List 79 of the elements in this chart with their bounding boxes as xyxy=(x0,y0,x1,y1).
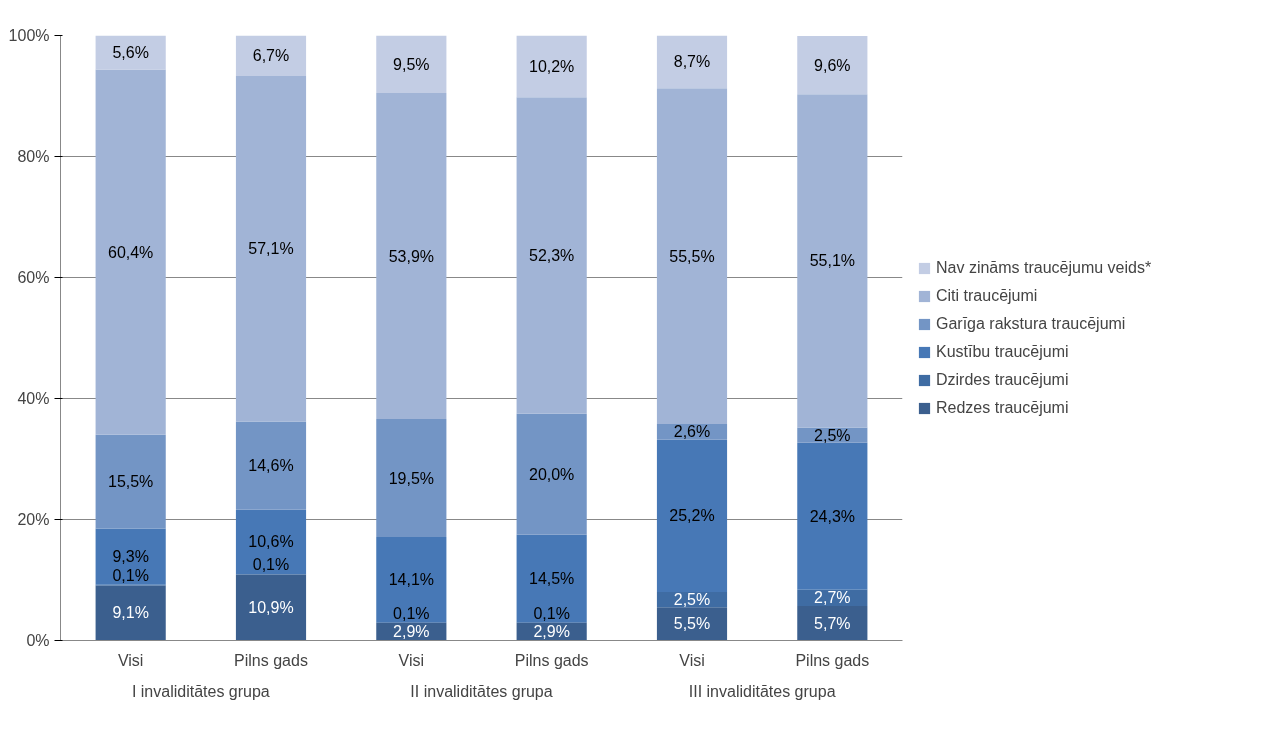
bar xyxy=(95,585,166,641)
y-tick-label: 60% xyxy=(17,269,50,286)
data-label: 10,9% xyxy=(248,599,294,617)
data-label: 52,3% xyxy=(528,246,575,264)
bar xyxy=(516,35,587,98)
text: II invaliditātes grupa xyxy=(410,682,553,700)
data-label: 2,5% xyxy=(673,591,711,609)
legend-label: Garīga rakstura traucējumi xyxy=(936,314,1126,333)
bar xyxy=(376,537,447,623)
bar xyxy=(376,35,447,93)
bar xyxy=(797,94,868,428)
bar xyxy=(235,574,307,641)
data-label: 6,7% xyxy=(252,47,290,65)
bar xyxy=(235,421,307,510)
y-tick-label: 20% xyxy=(17,511,50,528)
bar xyxy=(95,69,166,435)
data-label: 25,2% xyxy=(669,507,715,525)
bar xyxy=(235,76,307,422)
bar xyxy=(376,92,447,420)
legend-label: Citi traucējumi xyxy=(936,286,1038,305)
data-label: 55,5% xyxy=(669,247,715,265)
data-label: 5,7% xyxy=(814,614,851,632)
data-label: 5,6% xyxy=(112,43,149,61)
data-label: 19,5% xyxy=(388,469,435,487)
data-label: 57,1% xyxy=(248,240,294,258)
data-label: 9,1% xyxy=(112,604,149,622)
data-label: 20,0% xyxy=(528,465,575,483)
text: III invaliditātes grupa xyxy=(688,682,836,700)
bar xyxy=(797,36,868,95)
bar xyxy=(235,35,307,77)
y-tick-label: 40% xyxy=(17,390,50,407)
legend-label: Nav zināms traucējumu veids* xyxy=(936,258,1152,277)
data-label: 14,6% xyxy=(248,457,294,475)
data-label: 2,9% xyxy=(393,623,430,641)
bar xyxy=(656,35,728,89)
data-label: 0,1% xyxy=(252,556,290,574)
x-tick-label: Visi xyxy=(398,651,425,669)
data-label: 0,1% xyxy=(533,604,570,622)
data-label: 14,5% xyxy=(528,569,575,587)
data-label: 9,6% xyxy=(814,56,851,74)
bar xyxy=(516,413,587,535)
data-label: 0,1% xyxy=(393,604,430,622)
data-label: 0,1% xyxy=(112,567,149,585)
data-label: 9,5% xyxy=(393,55,430,73)
bar xyxy=(516,534,587,623)
legend-label: Redzes traucējumi xyxy=(936,398,1069,417)
data-label: 15,5% xyxy=(107,473,154,491)
bar xyxy=(656,88,728,424)
x-tick-label: Pilns gads xyxy=(514,651,589,669)
x-tick-label: Visi xyxy=(679,651,705,669)
y-tick-label: 0% xyxy=(26,632,50,649)
x-tick-label: Visi xyxy=(117,651,144,669)
data-label: 10,6% xyxy=(248,533,294,551)
data-label: 8,7% xyxy=(673,53,711,71)
bar xyxy=(516,97,587,414)
data-label: 60,4% xyxy=(107,243,154,261)
data-label: 2,7% xyxy=(814,589,851,607)
data-label: 2,6% xyxy=(673,423,711,441)
data-label: 53,9% xyxy=(388,247,435,265)
data-label: 55,1% xyxy=(809,252,856,270)
text: I invaliditātes grupa xyxy=(131,682,270,700)
legend-label: Kustību traucējumi xyxy=(936,342,1069,361)
bar xyxy=(656,439,728,593)
bar xyxy=(797,442,868,590)
bar xyxy=(95,434,166,529)
legend-label: Dzirdes traucējumi xyxy=(936,370,1069,389)
x-tick-label: Pilns gads xyxy=(234,651,308,669)
data-label: 5,5% xyxy=(673,615,711,633)
x-tick-label: Pilns gads xyxy=(795,651,870,669)
data-label: 24,3% xyxy=(809,507,856,525)
data-label: 10,2% xyxy=(528,57,575,75)
y-tick-label: 80% xyxy=(17,148,50,165)
data-label: 2,5% xyxy=(814,426,851,444)
bar xyxy=(797,606,868,641)
y-tick-label: 100% xyxy=(8,27,50,44)
data-label: 14,1% xyxy=(388,571,435,589)
data-label: 9,3% xyxy=(112,548,149,566)
bar xyxy=(376,419,447,538)
data-label: 2,9% xyxy=(533,623,570,641)
